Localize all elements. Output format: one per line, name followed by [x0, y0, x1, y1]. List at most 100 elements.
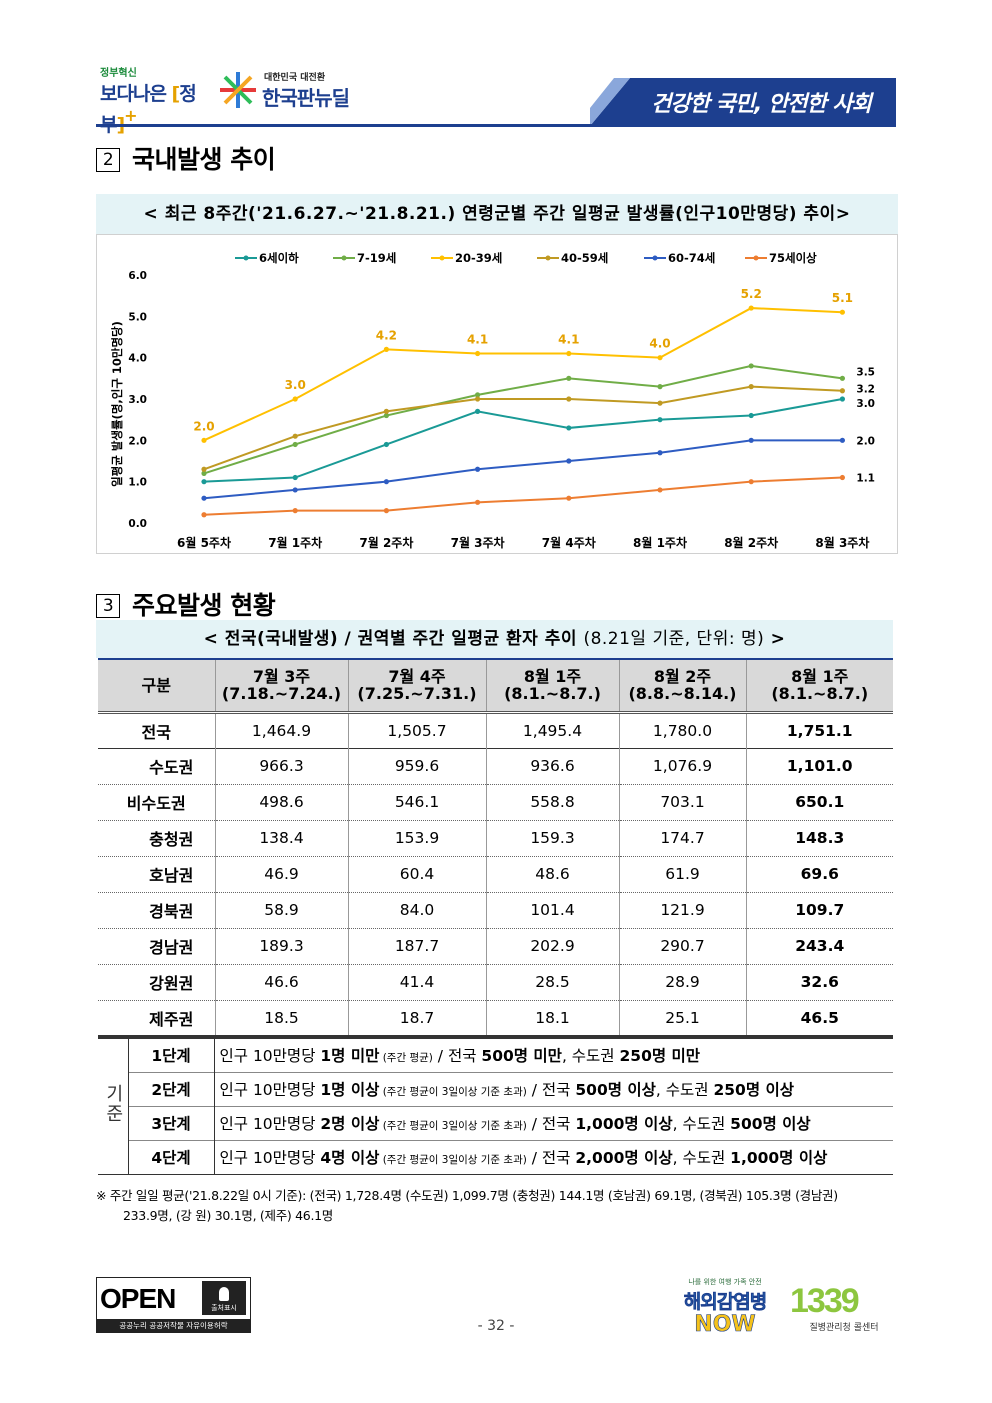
table-row: 수도권 966.3 959.6 936.6 1,076.9 1,101.0 [98, 748, 893, 784]
data-label: 5.2 [741, 287, 762, 301]
row-label: 경남권 [98, 928, 216, 964]
data-point [657, 400, 663, 406]
table-cell: 650.1 [795, 793, 845, 811]
table-cell: 109.7 [795, 901, 845, 919]
table-cell: 28.5 [486, 964, 620, 1000]
data-point [657, 417, 663, 423]
section-title-text: 주요발생 현황 [132, 591, 276, 620]
gov-innovation-logo: 정부혁신 보다나은 [정부]+ [100, 64, 200, 136]
table-cell: 1,101.0 [786, 757, 853, 775]
criteria-table: 기준 1단계 인구 10만명당 1명 미만 (주간 평균) / 전국 500명 미만… [98, 1037, 893, 1175]
data-point [292, 487, 298, 493]
table-row: 경남권 189.3 187.7 202.9 290.7 243.4 [98, 928, 893, 964]
table-row: 전국 1,464.9 1,505.7 1,495.4 1,780.0 1,751.1 [98, 712, 893, 748]
legend-marker [545, 255, 551, 261]
data-point [475, 350, 481, 357]
criteria-row: 기준 1단계 인구 10만명당 1명 미만 (주간 평균) / 전국 500명 미만… [98, 1038, 893, 1174]
data-point [839, 437, 846, 443]
header-slogan: 건강한 국민, 안전한 사회 [651, 92, 872, 117]
gov-logo-main-text: 보다나은 [100, 83, 172, 105]
person-icon [219, 1287, 229, 1301]
data-label: 3.0 [285, 378, 306, 392]
criteria-row: 2단계 인구 10만명당 1명 이상 (주간 평균이 3일이상 기준 초과) / … [98, 1072, 893, 1106]
table-cell: 46.9 [215, 856, 349, 892]
column-header: 8월 1주 (8.1.~8.7.) [486, 659, 620, 712]
data-point [201, 495, 207, 501]
y-tick-label: 0.0 [128, 518, 147, 530]
table-cell: 1,076.9 [619, 748, 747, 784]
section-number: 2 [96, 148, 120, 172]
table-cell: 138.4 [215, 820, 349, 856]
data-point [475, 466, 481, 472]
data-point [748, 412, 754, 419]
criteria-description: 인구 10만명당 4명 이상 (주간 평균이 3일이상 기준 초과) / 전국 … [219, 1149, 828, 1167]
now-line-2: NOW [694, 1312, 756, 1337]
table-cell: 187.7 [348, 928, 487, 964]
data-point [748, 437, 754, 443]
row-label: 비수도권 [98, 784, 216, 820]
criteria-level: 2단계 [128, 1072, 215, 1106]
data-label: 1.1 [856, 473, 875, 485]
data-point [657, 355, 663, 361]
data-point [201, 470, 207, 476]
data-point [475, 499, 481, 505]
line-chart: 0.0 1.0 2.0 3.0 4.0 5.0 6.0 일평균 발생률(명,인구 10만명당)… [110, 251, 875, 550]
data-point [839, 388, 846, 394]
data-point [201, 512, 207, 518]
data-point [201, 437, 207, 443]
data-point [383, 346, 389, 352]
criteria-description: 인구 10만명당 1명 이상 (주간 평균이 3일이상 기준 초과) / 전국 … [219, 1081, 795, 1099]
table-cell: 290.7 [619, 928, 747, 964]
data-label: 3.2 [856, 384, 875, 396]
table-cell: 121.9 [619, 892, 747, 928]
table-cell: 32.6 [800, 973, 839, 991]
table-cell: 1,751.1 [786, 721, 853, 740]
table-cell: 966.3 [215, 748, 349, 784]
row-label: 호남권 [98, 856, 216, 892]
table-cell: 28.9 [619, 964, 747, 1000]
legend-label: 75세이상 [769, 251, 817, 265]
series-line [203, 439, 843, 500]
data-label: 4.1 [558, 333, 579, 347]
data-point [475, 396, 481, 402]
data-point [839, 474, 846, 481]
table-cell: 69.6 [800, 865, 839, 883]
y-tick-label: 5.0 [128, 311, 147, 323]
table-cell: 48.6 [486, 856, 620, 892]
table-cell: 58.9 [215, 892, 349, 928]
table-cell: 703.1 [619, 784, 747, 820]
data-point [475, 408, 481, 414]
open-caption: 공공누리 공공저작물 자유이용허락 [96, 1319, 251, 1333]
section-3-title: 3 주요발생 현황 [96, 586, 276, 622]
chart-container: 0.0 1.0 2.0 3.0 4.0 5.0 6.0 일평균 발생률(명,인구 10만명당)… [96, 234, 898, 554]
data-label: 3.5 [856, 366, 875, 378]
data-point [566, 396, 572, 402]
table-cell: 243.4 [795, 937, 845, 955]
table-cell: 959.6 [348, 748, 487, 784]
data-point [839, 396, 846, 402]
new-deal-main-text: 한국판뉴딜 [262, 86, 350, 110]
data-point [292, 508, 298, 514]
data-label: 4.2 [376, 328, 397, 342]
row-label: 수도권 [98, 748, 216, 784]
legend-label: 7-19세 [357, 251, 396, 265]
data-label: 4.0 [649, 337, 670, 351]
table-cell: 18.5 [215, 1000, 349, 1036]
legend-label: 20-39세 [455, 251, 502, 265]
section-2-title: 2 국내발생 추이 [96, 140, 276, 176]
table-cell: 18.7 [348, 1000, 487, 1036]
data-point [383, 508, 389, 514]
criteria-description: 인구 10만명당 2명 이상 (주간 평균이 3일이상 기준 초과) / 전국 … [219, 1115, 811, 1133]
header-label: 구분 [98, 659, 216, 712]
table-cell: 148.3 [795, 829, 845, 847]
y-tick-label: 2.0 [128, 435, 147, 447]
series-line [203, 385, 843, 471]
data-point [383, 408, 389, 414]
y-tick-label: 6.0 [128, 270, 147, 282]
plus-icon: + [124, 106, 137, 125]
data-point [566, 458, 572, 464]
header-banner [590, 78, 896, 126]
attribution-badge: 출처표시 [202, 1281, 246, 1315]
data-point [292, 474, 298, 481]
page-number: - 32 - [477, 1318, 515, 1334]
